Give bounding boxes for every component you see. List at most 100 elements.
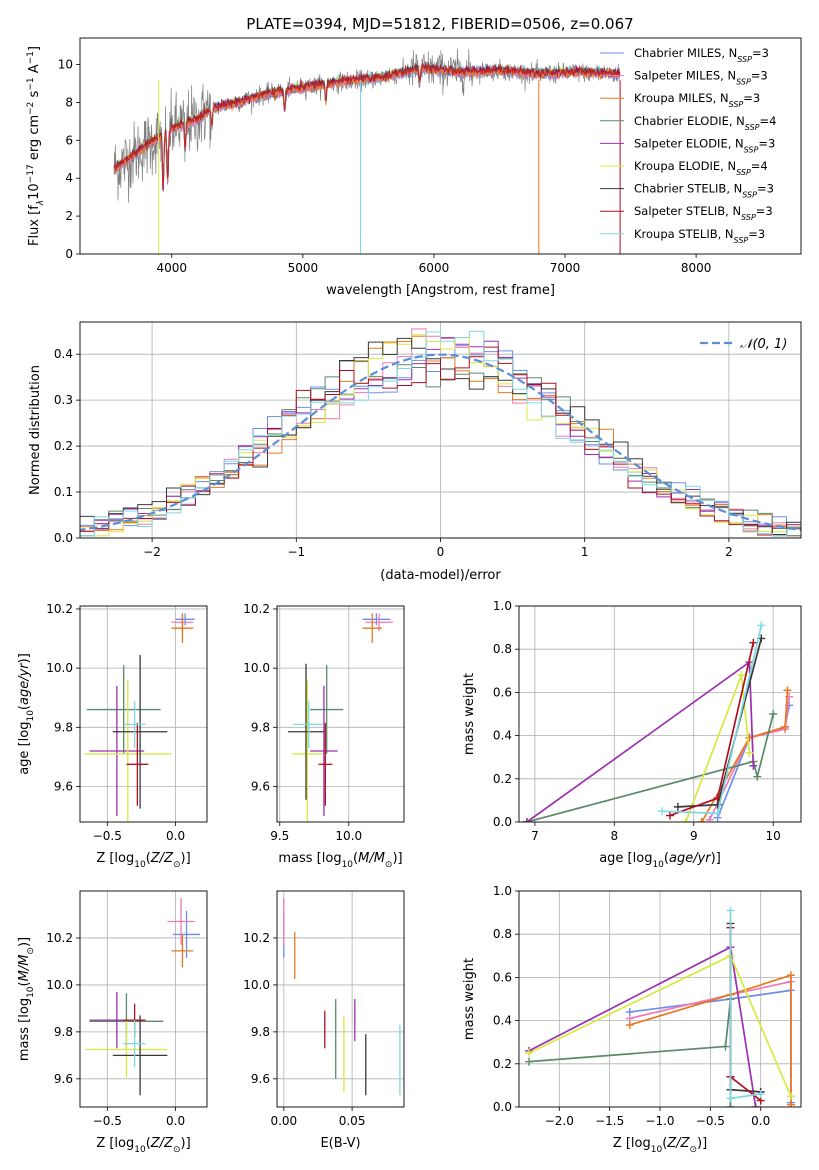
weight-marker <box>681 818 690 822</box>
spectrum-legend: Chabrier MILES, NSSP=3 Salpeter MILES, NS… <box>600 46 776 244</box>
y-tick-label: 0.2 <box>493 772 512 786</box>
legend-entry: Salpeter ELODIE, NSSP=3 <box>634 136 775 154</box>
y-tick-label: 6 <box>65 133 73 147</box>
weight-marker <box>525 1049 534 1057</box>
x-tick-label: 9 <box>690 829 698 843</box>
x-tick-label: 0.0 <box>166 829 185 843</box>
x-tick-label: −1.0 <box>645 1114 674 1128</box>
y-tick-label: 1.0 <box>493 884 512 898</box>
weight-marker <box>713 809 722 818</box>
weight-marker <box>625 1020 634 1029</box>
weight-marker <box>726 1094 735 1103</box>
weight-marker <box>751 1103 760 1107</box>
y-tick-label: 10.2 <box>243 931 270 945</box>
legend-entry: 𝒩(0, 1) <box>740 337 787 352</box>
x-tick-label: 10.0 <box>335 829 362 843</box>
y-tick-label: 0.3 <box>54 393 73 407</box>
weight-marker <box>783 686 792 695</box>
x-tick-label: 0.05 <box>339 1114 366 1128</box>
y-tick-label: 4 <box>65 171 73 185</box>
mass-vs-metallicity-panel: −0.5 0.0 9.6 9.8 10.0 10.2 Z [log10(Z/Z⊙)] mass… <box>17 890 208 1155</box>
weight-marker <box>749 638 758 647</box>
residual-histogram-panel: −2 −1 0 1 2 0.0 0.1 0.2 0.3 0.4 𝒩(0, 1) (data-model… <box>28 321 802 583</box>
axes-frame <box>276 605 405 823</box>
x-axis-label: E(B-V) <box>320 1136 360 1151</box>
legend-entry: Kroupa ELODIE, NSSP=4 <box>634 159 768 177</box>
y-tick-label: 0.4 <box>493 1014 512 1028</box>
y-tick-label: 0.0 <box>493 815 512 829</box>
figure-title: PLATE=0394, MJD=51812, FIBERID=0506, z=0… <box>246 15 633 33</box>
x-axis-label: wavelength [Angstrom, rest frame] <box>326 283 555 298</box>
legend-entry: Salpeter STELIB, NSSP=3 <box>634 204 773 222</box>
y-tick-label: 9.8 <box>251 1025 270 1039</box>
mass-vs-ebv-panel: 0.00 0.05 9.6 9.8 10.0 10.2 E(B-V) <box>243 890 405 1151</box>
weight-marker <box>697 818 706 822</box>
weight-marker <box>786 971 795 980</box>
legend-entry: Kroupa STELIB, NSSP=3 <box>634 227 765 245</box>
x-tick-label: −0.5 <box>696 1114 725 1128</box>
legend-entry: Chabrier STELIB, NSSP=3 <box>634 182 774 200</box>
age-vs-metallicity-panel: −0.5 0.0 9.6 9.8 10.0 10.2 Z [log10(Z/Z⊙)] age … <box>17 602 208 870</box>
plot-area <box>84 613 195 822</box>
axes-frame <box>79 37 802 255</box>
weight-marker <box>525 1057 534 1066</box>
x-axis-label: mass [log10(M/M⊙)] <box>278 851 402 870</box>
y-tick-label: 9.8 <box>251 720 270 734</box>
x-tick-label: −0.5 <box>93 1114 122 1128</box>
y-axis-label: Normed distribution <box>28 365 43 495</box>
y-tick-label: 10 <box>58 58 73 72</box>
weight-marker <box>737 671 746 680</box>
plot-area <box>283 898 401 1096</box>
y-tick-label: 10.0 <box>46 978 73 992</box>
age-vs-mass-panel: 9.5 10.0 9.6 9.8 10.0 10.2 mass [log10(M/M⊙)] <box>243 602 405 870</box>
weight-marker <box>781 722 790 731</box>
weight-marker <box>745 748 754 757</box>
axes-frame <box>518 890 802 1108</box>
y-tick-label: 9.6 <box>54 1072 73 1086</box>
x-tick-label: 0.0 <box>751 1114 770 1128</box>
x-tick-label: 9.5 <box>270 829 289 843</box>
x-tick-label: 0.00 <box>270 1114 297 1128</box>
x-axis-label: Z [log10(Z/Z⊙)] <box>613 1136 707 1155</box>
y-tick-label: 0.2 <box>54 439 73 453</box>
y-tick-label: 0.0 <box>54 531 73 545</box>
mass-weight-vs-metallicity-panel: −2.0 −1.5 −1.0 −0.5 0.0 0.0 0.2 0.4 0.6 0.8 1.0 Z [… <box>462 884 802 1155</box>
residual-histogram-5 <box>80 334 801 537</box>
plot-area <box>288 613 393 822</box>
y-tick-label: 8 <box>65 95 73 109</box>
y-tick-label: 0.8 <box>493 927 512 941</box>
weight-marker <box>522 818 531 822</box>
weight-marker <box>673 802 682 811</box>
x-tick-label: 0 <box>437 545 445 559</box>
weight-marker <box>756 1090 765 1099</box>
weight-marker <box>786 1100 795 1107</box>
y-tick-label: 0.6 <box>493 970 512 984</box>
y-tick-label: 9.8 <box>54 1025 73 1039</box>
plot-area <box>113 48 621 254</box>
axes-frame <box>276 890 405 1108</box>
legend-entry: Chabrier ELODIE, NSSP=4 <box>634 114 776 132</box>
weight-line-6 <box>729 923 761 1093</box>
y-tick-label: 0 <box>65 247 73 261</box>
weight-marker <box>786 1092 795 1101</box>
y-tick-label: 10.2 <box>243 602 270 616</box>
axes-frame <box>79 890 208 1108</box>
weight-line-8 <box>729 910 761 1100</box>
x-tick-label: −2.0 <box>545 1114 574 1128</box>
model-spectrum-2 <box>113 64 621 189</box>
x-tick-label: 8000 <box>681 261 712 275</box>
y-tick-label: 9.6 <box>251 1072 270 1086</box>
x-tick-label: −2 <box>143 545 161 559</box>
y-axis-label: Flux [fλ10−17 erg cm−2 s−1 A−1] <box>26 46 46 246</box>
y-tick-label: 10.2 <box>46 602 73 616</box>
y-tick-label: 10.0 <box>46 661 73 675</box>
y-tick-label: 2 <box>65 209 73 223</box>
x-tick-label: 2 <box>725 545 733 559</box>
legend-entry: Salpeter MILES, NSSP=3 <box>634 69 768 87</box>
x-tick-label: 4000 <box>156 261 187 275</box>
plot-area <box>85 898 201 1096</box>
weight-line-2 <box>629 974 792 1105</box>
plot-area <box>522 621 794 822</box>
model-spectrum-7 <box>113 62 621 191</box>
spectrum-panel: 4000 5000 6000 7000 8000 0 2 4 6 8 10 wavelength [A… <box>26 37 802 298</box>
